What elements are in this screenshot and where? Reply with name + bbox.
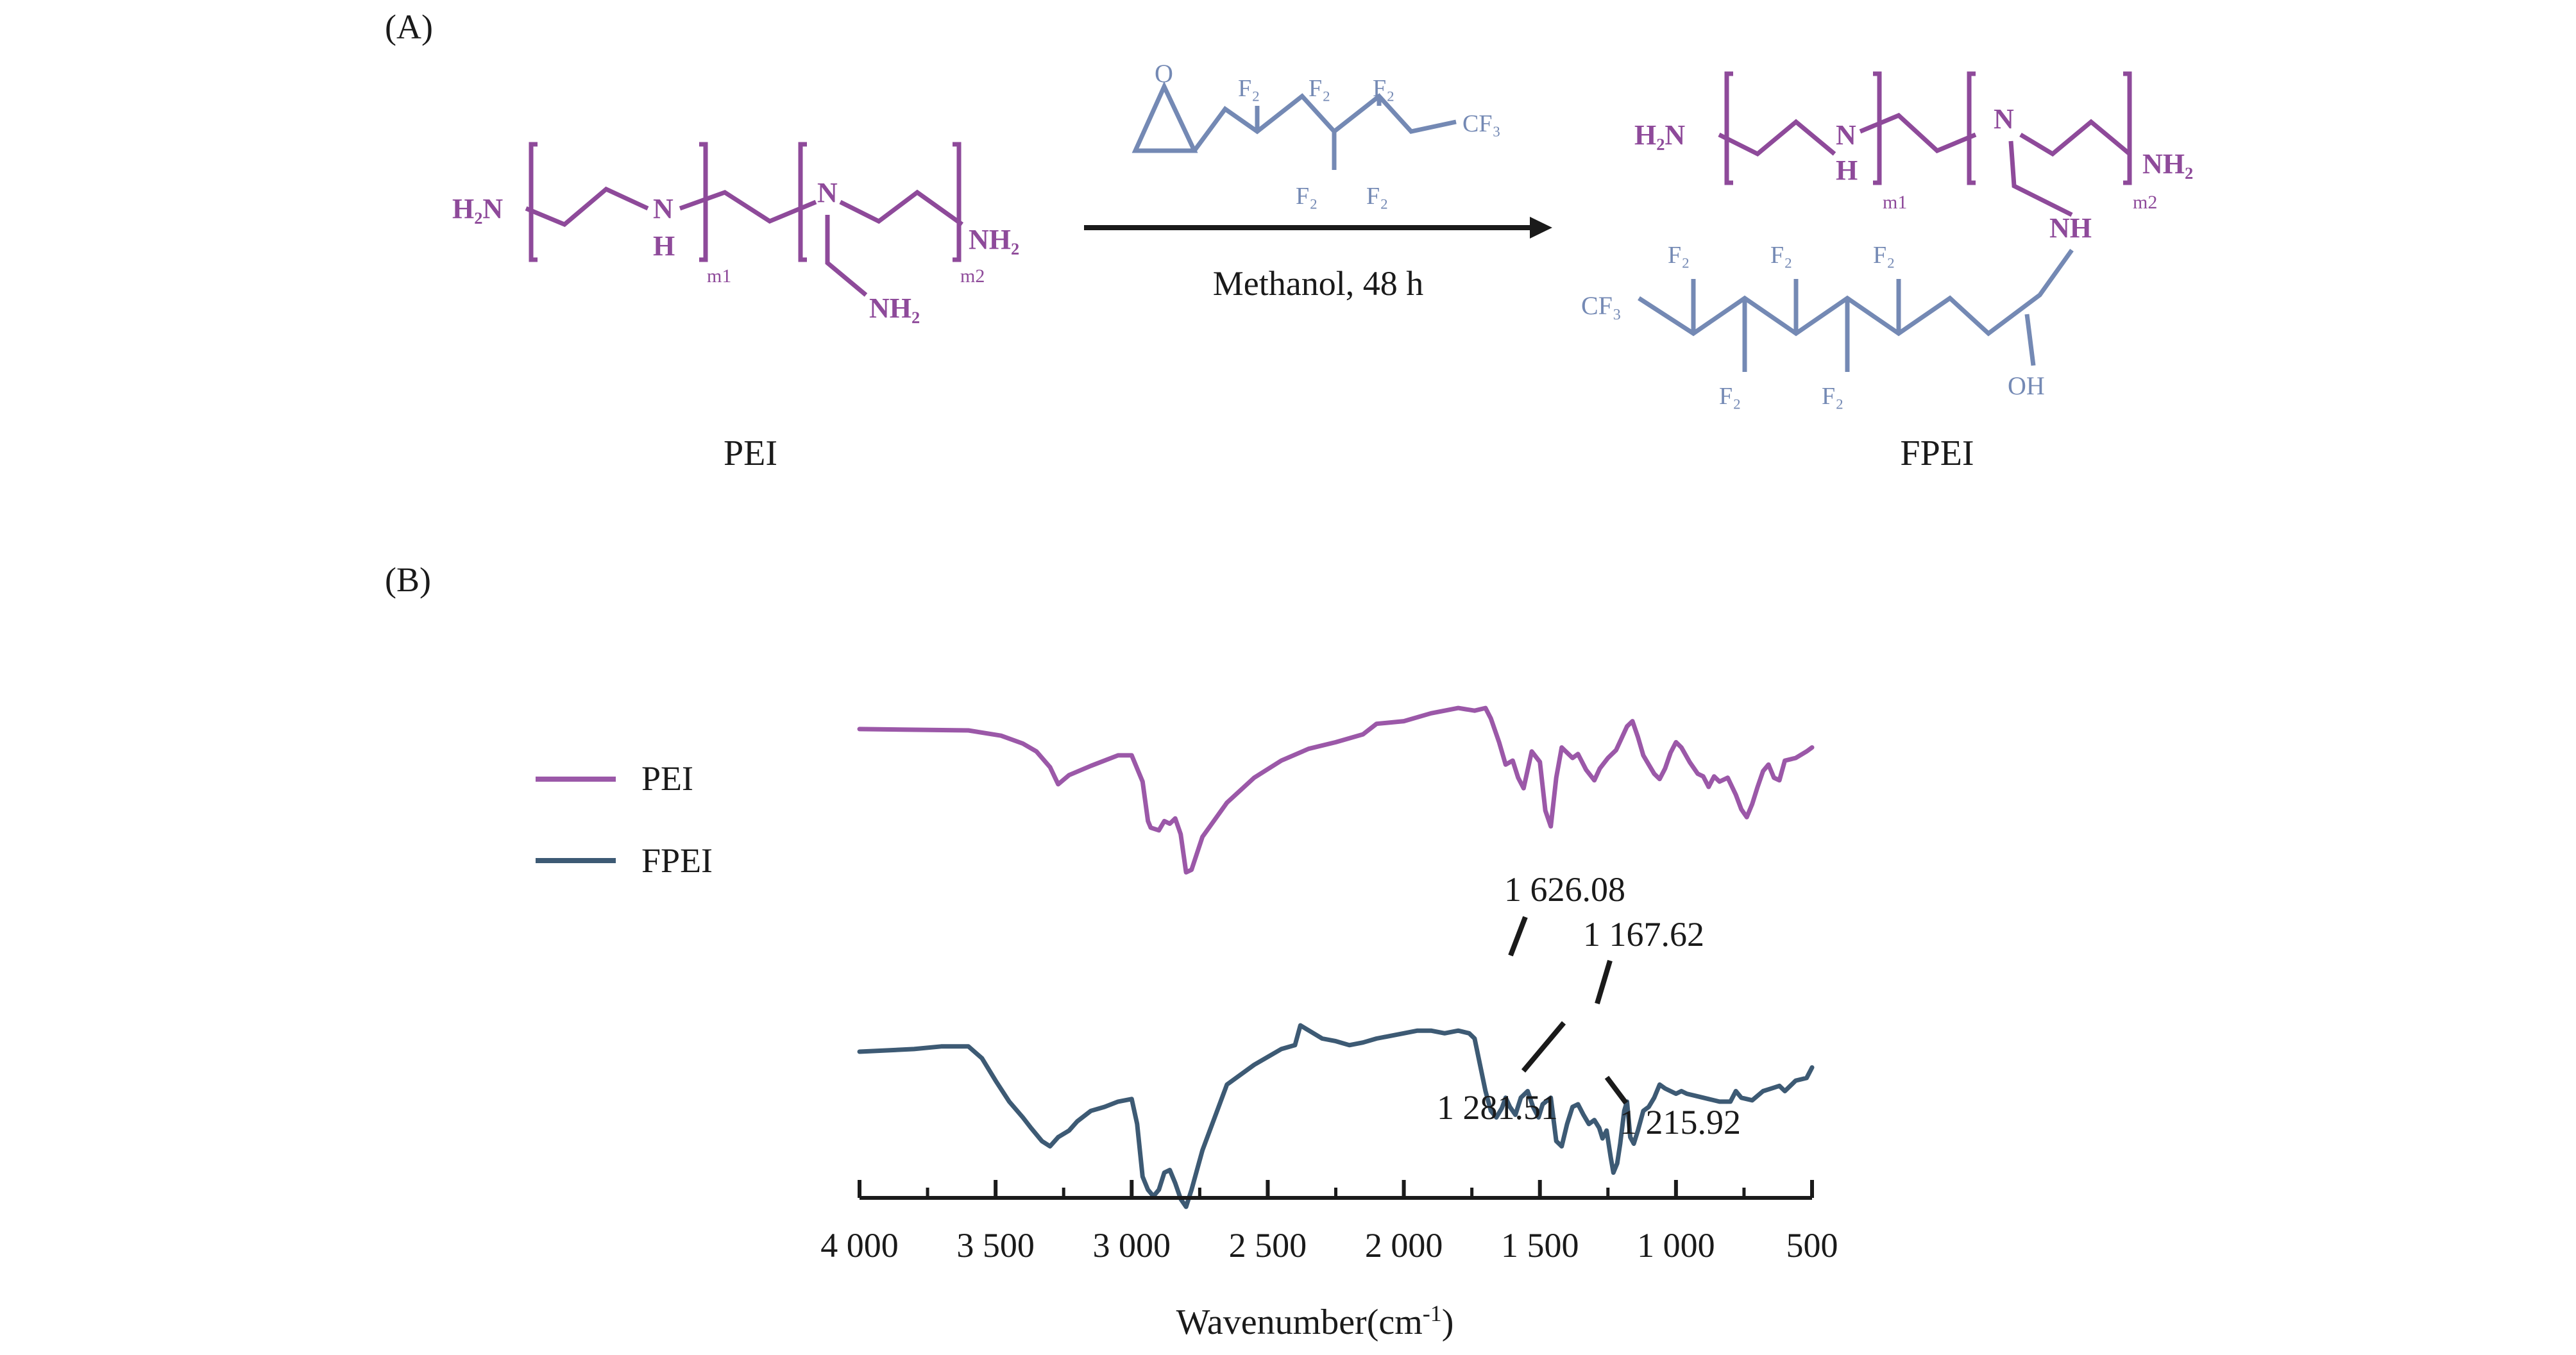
reaction-arrow [1084,217,1552,239]
pei-n-branch: N [817,177,838,208]
fpei-f2-1: F₂ [1668,242,1690,269]
reagent-f2-2: F₂ [1309,75,1330,102]
fpei-n: N [1836,119,1856,151]
fpei-h2n: H₂N [1634,119,1685,151]
x-tick-label: 3 000 [1093,1226,1171,1265]
ftir-plot: 4 000 3 500 3 000 2 500 2 000 1 500 1 000 500 1 … [820,705,1838,1265]
reagent-f2-5: F₂ [1366,183,1388,210]
reagent-f2-3: F₂ [1373,75,1394,102]
fpei-h: H [1836,155,1858,186]
product-name: FPEI [1900,433,1974,473]
reagent-f2-4: F₂ [1296,183,1318,210]
reagent-f2-1: F₂ [1238,75,1260,102]
reagent-chain [1192,93,1457,153]
pei-chain-1 [525,186,649,228]
fpei-f2-3: F₂ [1873,242,1895,269]
fpei-structure [1718,71,2132,217]
fpei-fluoro-chain [1638,248,2074,372]
legend-label-fpei: FPEI [641,841,713,880]
annotation-leader [1521,1021,1566,1073]
fpei-nh: NH [2049,212,2092,244]
reagent-labels: O F₂ F₂ F₂ F₂ F₂ CF₃ [1155,59,1501,210]
x-tick-label: 1 500 [1501,1226,1579,1265]
annotation-label: 1 215.92 [1620,1103,1741,1141]
fpei-labels: H₂N N H N NH₂ NH m1 m2 [1634,103,2193,244]
x-tick-label: 3 500 [956,1226,1035,1265]
pei-labels: H₂N N H N NH₂ NH₂ m1 m2 [452,177,1019,324]
pei-nh2-side: NH₂ [869,292,920,324]
pei-m2: m2 [960,265,985,287]
x-tick-label: 2 500 [1229,1226,1307,1265]
pei-bracket-2-right [953,142,962,262]
x-tick-label: 1 000 [1637,1226,1715,1265]
pei-nh2-end: NH₂ [969,224,1019,255]
x-tick-label: 2 000 [1365,1226,1443,1265]
fpei-m1: m1 [1883,192,1907,213]
legend-label-pei: PEI [641,759,693,798]
fpei-f2-2: F₂ [1770,242,1792,269]
x-tick-label: 4 000 [820,1226,899,1265]
fpei-n-branch: N [1994,103,2014,135]
pei-side-chain [825,215,868,297]
annotation-leader [1595,959,1613,1005]
pei-bracket-1-left [529,142,538,262]
annotation-label: 1 167.62 [1583,915,1704,954]
panel-a-label: (A) [385,8,433,46]
pei-chain-2 [679,190,817,224]
fpei-oh: OH [2008,371,2045,400]
legend: PEI FPEI [536,759,713,880]
pei-m1: m1 [707,265,731,287]
pei-bracket-1-right [699,142,708,262]
pei-chain-3 [839,189,964,226]
fpei-fluoro-labels: CF₃ F₂ F₂ F₂ F₂ F₂ OH [1581,242,2045,410]
pei-h: H [653,230,675,262]
fpei-f2-5: F₂ [1822,383,1843,410]
pei-n: N [653,193,674,224]
series-line-pei [857,705,1815,875]
fpei-m2: m2 [2133,192,2157,213]
annotation-label: 1 281.51 [1437,1088,1558,1127]
epoxide-ring [1131,81,1198,153]
reactant-name: PEI [724,433,777,473]
reagent-structure [1131,81,1457,170]
x-tick-label: 500 [1786,1226,1838,1265]
annotation-leader [1508,916,1528,957]
fpei-cf3: CF₃ [1581,291,1622,320]
pei-structure [525,142,964,297]
reagent-cf3: CF₃ [1462,110,1501,137]
x-axis-title: Wavenumber(cm-1) [1176,1300,1454,1342]
annotation-label: 1 626.08 [1504,870,1625,909]
series-line-fpei [857,1023,1815,1209]
fpei-nh2-end: NH₂ [2142,148,2193,180]
pei-h2n: H₂N [452,193,503,224]
reagent-o: O [1155,59,1173,88]
annotation-leader [1604,1075,1629,1105]
panel-b-label: (B) [385,560,431,599]
pei-bracket-2-left [798,142,807,262]
fpei-f2-4: F₂ [1719,383,1741,410]
reaction-condition: Methanol, 48 h [1213,264,1423,303]
